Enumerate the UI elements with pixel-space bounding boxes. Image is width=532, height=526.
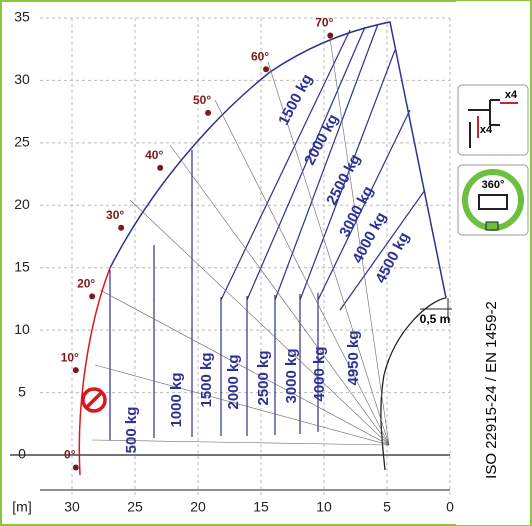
angle-label: 70° <box>315 16 333 30</box>
offset-label: 0,5 m <box>420 312 451 326</box>
load-label: 1500 kg <box>198 352 215 407</box>
load-label: 4000 kg <box>311 346 328 401</box>
radial-line <box>129 199 390 446</box>
x-tick-label: 30 <box>64 499 80 515</box>
angle-marker <box>205 109 212 116</box>
angle-marker <box>72 464 79 471</box>
icon-label: 360° <box>482 179 505 191</box>
x-tick-label: 0 <box>446 499 454 515</box>
zone-line <box>339 189 426 311</box>
angle-label: 0° <box>64 448 76 462</box>
x-tick-label: 15 <box>253 499 269 515</box>
angle-label: 40° <box>145 148 163 162</box>
zone-line <box>299 49 396 301</box>
load-label: 2500 kg <box>255 350 272 405</box>
angle-marker <box>157 164 164 171</box>
angle-marker <box>72 367 79 374</box>
rotation-icon: 360° <box>457 164 529 236</box>
y-tick-label: 25 <box>14 134 30 150</box>
load-label: 2000 kg <box>225 354 242 409</box>
angle-label: 20° <box>77 277 95 291</box>
offset-marker <box>420 298 452 320</box>
plot: 30 25 20 15 10 5 0 0 5 10 15 20 25 30 35 0° 10° 20° 30° 40°… <box>10 9 454 515</box>
angle-marker <box>89 293 96 300</box>
angle-marker <box>118 224 125 231</box>
angle-label: 60° <box>251 49 269 63</box>
radial-line <box>267 61 390 446</box>
y-tick-label: 10 <box>14 321 30 337</box>
y-tick-label: 0 <box>18 446 26 462</box>
angle-label: 10° <box>61 350 79 364</box>
y-tick-label: 15 <box>14 258 30 274</box>
angle-label: 50° <box>193 93 211 107</box>
radial-line <box>91 439 390 446</box>
y-tick-label: 30 <box>14 71 30 87</box>
envelope-left <box>78 267 111 476</box>
zone-line <box>246 26 366 301</box>
x-axis-label: [m] <box>12 499 31 515</box>
x-tick-label: 25 <box>127 499 143 515</box>
radial-line <box>214 99 390 446</box>
icon-label: x4 <box>505 89 518 101</box>
y-tick-label: 35 <box>14 9 30 25</box>
zone-line <box>220 29 351 301</box>
radial-line <box>329 37 390 446</box>
standard-label: ISO 22915-24 / EN 1459-2 <box>483 301 500 479</box>
y-tick-label: 5 <box>18 383 26 399</box>
x-tick-label: 5 <box>383 499 391 515</box>
x-tick-label: 20 <box>190 499 206 515</box>
icon-label: x4 <box>480 124 493 136</box>
radial-line <box>94 364 390 446</box>
load-label: 3000 kg <box>283 348 300 403</box>
angle-marker <box>327 32 334 39</box>
y-tick-label: 20 <box>14 196 30 212</box>
radial-line <box>169 144 390 446</box>
load-label: 500 kg <box>123 407 140 454</box>
envelope <box>109 21 447 299</box>
no-sign <box>81 387 107 413</box>
radial-line <box>99 289 390 446</box>
angle-label: 30° <box>106 208 124 222</box>
zone-line <box>274 23 379 301</box>
x-tick-label: 10 <box>316 499 332 515</box>
load-label: 1000 kg <box>168 372 185 427</box>
outrigger-icon: x4 x4 <box>457 84 529 156</box>
load-label: 4950 kg <box>345 330 362 385</box>
angle-marker <box>263 66 270 73</box>
